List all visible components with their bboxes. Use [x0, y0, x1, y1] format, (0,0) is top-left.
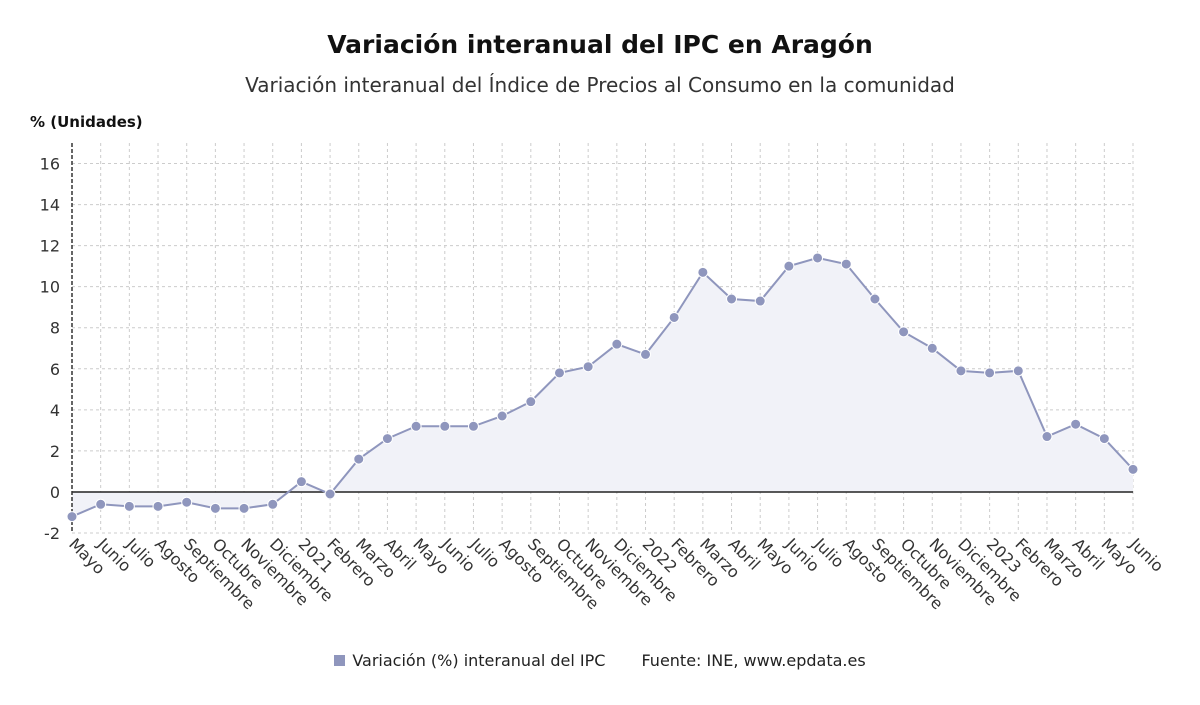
y-tick-label: 8	[50, 319, 60, 338]
data-point	[496, 410, 508, 422]
data-point	[754, 295, 766, 307]
y-tick-label: 0	[50, 483, 60, 502]
data-point	[410, 420, 422, 432]
data-point	[1012, 365, 1024, 377]
y-tick-label: 4	[50, 401, 60, 420]
y-axis-label: % (Unidades)	[30, 113, 143, 131]
y-tick-label: -2	[44, 524, 60, 543]
data-point	[1070, 418, 1082, 430]
chart-title: Variación interanual del IPC en Aragón	[327, 30, 873, 59]
data-point	[95, 498, 107, 510]
data-point	[955, 365, 967, 377]
data-point	[267, 498, 279, 510]
data-point	[726, 293, 738, 305]
data-points	[66, 252, 1139, 523]
data-point	[812, 252, 824, 264]
data-point	[668, 311, 680, 323]
source-note: Fuente: INE, www.epdata.es	[641, 651, 866, 670]
data-point	[1127, 463, 1139, 475]
y-tick-label: 16	[40, 155, 60, 174]
y-tick-label: 12	[40, 237, 60, 256]
data-point	[525, 396, 537, 408]
series-area-fill	[72, 257, 1133, 517]
data-point	[66, 511, 78, 523]
data-point	[697, 266, 709, 278]
data-point	[152, 500, 164, 512]
data-point	[553, 367, 565, 379]
data-point	[582, 361, 594, 373]
data-point	[324, 488, 336, 500]
chart-subtitle: Variación interanual del Índice de Preci…	[245, 73, 955, 97]
y-tick-label: 2	[50, 442, 60, 461]
data-point	[209, 502, 221, 514]
legend-swatch	[334, 655, 346, 666]
legend-series-label: Variación (%) interanual del IPC	[352, 651, 606, 670]
data-point	[353, 453, 365, 465]
y-tick-label: 10	[40, 278, 60, 297]
data-point	[439, 420, 451, 432]
data-point	[611, 338, 623, 350]
x-tick-labels: MayoJunioJulioAgostoSeptiembreOctubreNov…	[65, 534, 1167, 614]
data-point	[840, 258, 852, 270]
data-point	[1098, 433, 1110, 445]
data-point	[926, 342, 938, 354]
y-tick-label: 14	[40, 196, 60, 215]
data-point	[1041, 431, 1053, 443]
data-point	[238, 502, 250, 514]
data-point	[295, 476, 307, 488]
data-point	[783, 260, 795, 272]
data-point	[640, 348, 652, 360]
data-point	[869, 293, 881, 305]
data-point	[381, 433, 393, 445]
data-point	[123, 500, 135, 512]
y-tick-label: 6	[50, 360, 60, 379]
data-point	[898, 326, 910, 338]
data-point	[467, 420, 479, 432]
y-tick-labels: -2 0 2 4 6 8 10 12 14 16	[40, 155, 60, 543]
data-point	[984, 367, 996, 379]
data-point	[181, 496, 193, 508]
legend: Variación (%) interanual del IPC Fuente:…	[0, 651, 1200, 670]
